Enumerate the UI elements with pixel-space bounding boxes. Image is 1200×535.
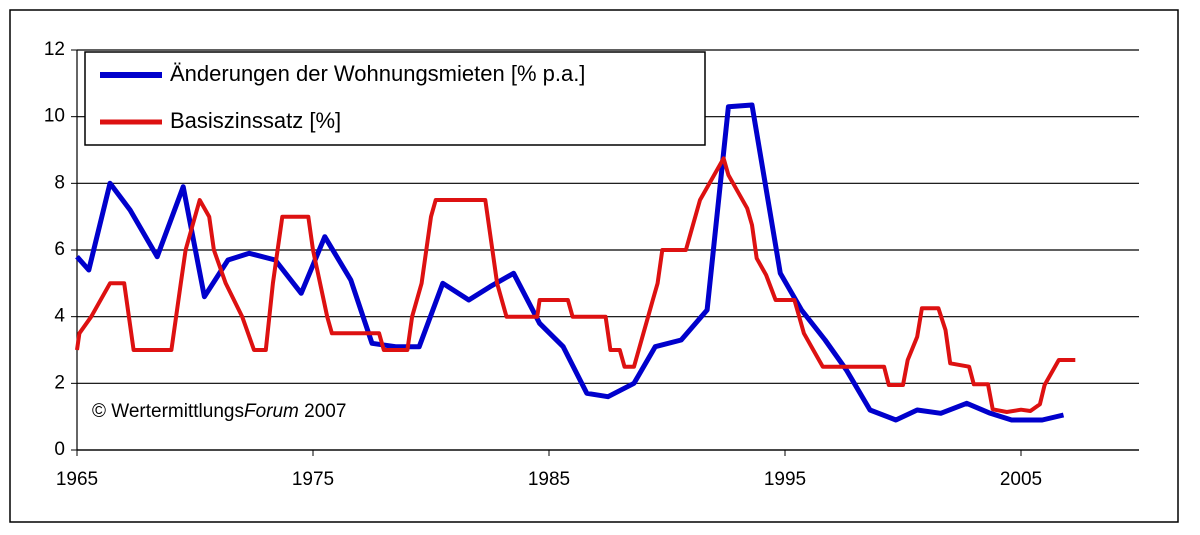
x-tick-label: 2005 xyxy=(1000,469,1042,490)
lines xyxy=(75,102,1076,423)
y-tick-label: 2 xyxy=(54,372,65,393)
copyright-italic: Forum xyxy=(244,401,299,422)
copyright: © WertermittlungsForum 2007 xyxy=(92,401,346,422)
legend-label: Änderungen der Wohnungsmieten [% p.a.] xyxy=(170,61,585,86)
x-tick-label: 1995 xyxy=(764,469,806,490)
x-tick-label: 1965 xyxy=(56,469,98,490)
copyright-suffix: 2007 xyxy=(299,401,347,422)
y-tick-label: 8 xyxy=(54,172,65,193)
series-line xyxy=(75,102,1065,423)
x-tick-label: 1975 xyxy=(292,469,334,490)
legend-label: Basiszinssatz [%] xyxy=(170,108,341,133)
y-tick-label: 6 xyxy=(54,239,65,260)
x-tick-label: 1985 xyxy=(528,469,570,490)
y-tick-label: 10 xyxy=(44,106,65,127)
copyright-prefix: © Wertermittlungs xyxy=(92,401,244,422)
series-line xyxy=(75,156,1076,414)
legend-box xyxy=(84,51,706,146)
y-tick-label: 12 xyxy=(44,39,65,60)
y-tick-label: 0 xyxy=(54,439,65,460)
y-tick-label: 4 xyxy=(54,306,65,327)
legend: Änderungen der Wohnungsmieten [% p.a.] Ba… xyxy=(84,51,706,146)
